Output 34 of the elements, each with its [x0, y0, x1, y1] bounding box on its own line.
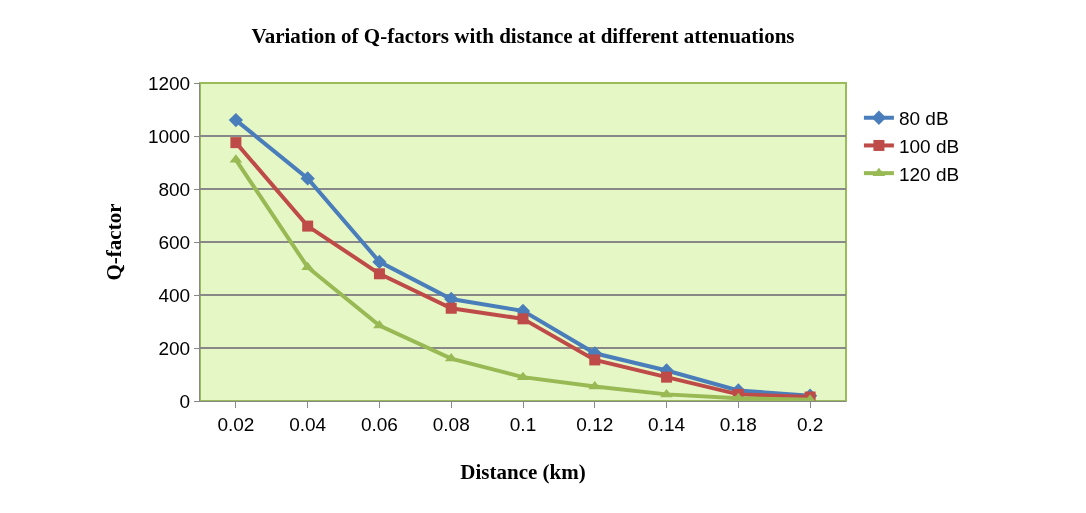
point: [372, 254, 387, 270]
point: [445, 302, 457, 314]
point: [588, 380, 602, 390]
point: [661, 371, 673, 383]
y-tick-label: 1200: [147, 72, 191, 94]
x-tick-label: 0.1: [509, 413, 537, 435]
x-tick-label: 0.12: [576, 413, 614, 435]
x-tick-label: 0.06: [360, 413, 398, 435]
legend-label: 100 dB: [898, 135, 960, 157]
point: [228, 112, 244, 128]
x-tick-label: 0.04: [289, 413, 327, 435]
point: [660, 388, 673, 398]
y-axis-title: Q-factor: [102, 203, 127, 281]
point: [302, 220, 314, 232]
x-tick-label: 0.18: [719, 413, 757, 435]
point: [300, 171, 315, 186]
point: [373, 268, 385, 280]
point: [589, 354, 601, 366]
x-tick-label: 0.08: [432, 413, 470, 435]
y-tick-label: 0: [179, 390, 191, 412]
point: [230, 137, 242, 149]
legend-label: 80 dB: [898, 108, 949, 130]
chart-title: Variation of Q-factors with distance at different attenuations: [251, 24, 795, 49]
x-tick-label: 0.14: [648, 413, 686, 435]
x-tick-label: 0.02: [217, 413, 255, 435]
point: [517, 313, 529, 325]
legend-label: 120 dB: [898, 163, 960, 185]
x-axis-title: Distance (km): [460, 460, 586, 484]
y-tick-label: 600: [158, 231, 191, 253]
y-tick-label: 800: [158, 178, 191, 200]
x-tick-label: 0.2: [796, 413, 824, 435]
y-tick-label: 200: [158, 337, 191, 359]
y-tick-label: 1000: [147, 125, 191, 147]
y-tick-label: 400: [158, 284, 191, 306]
